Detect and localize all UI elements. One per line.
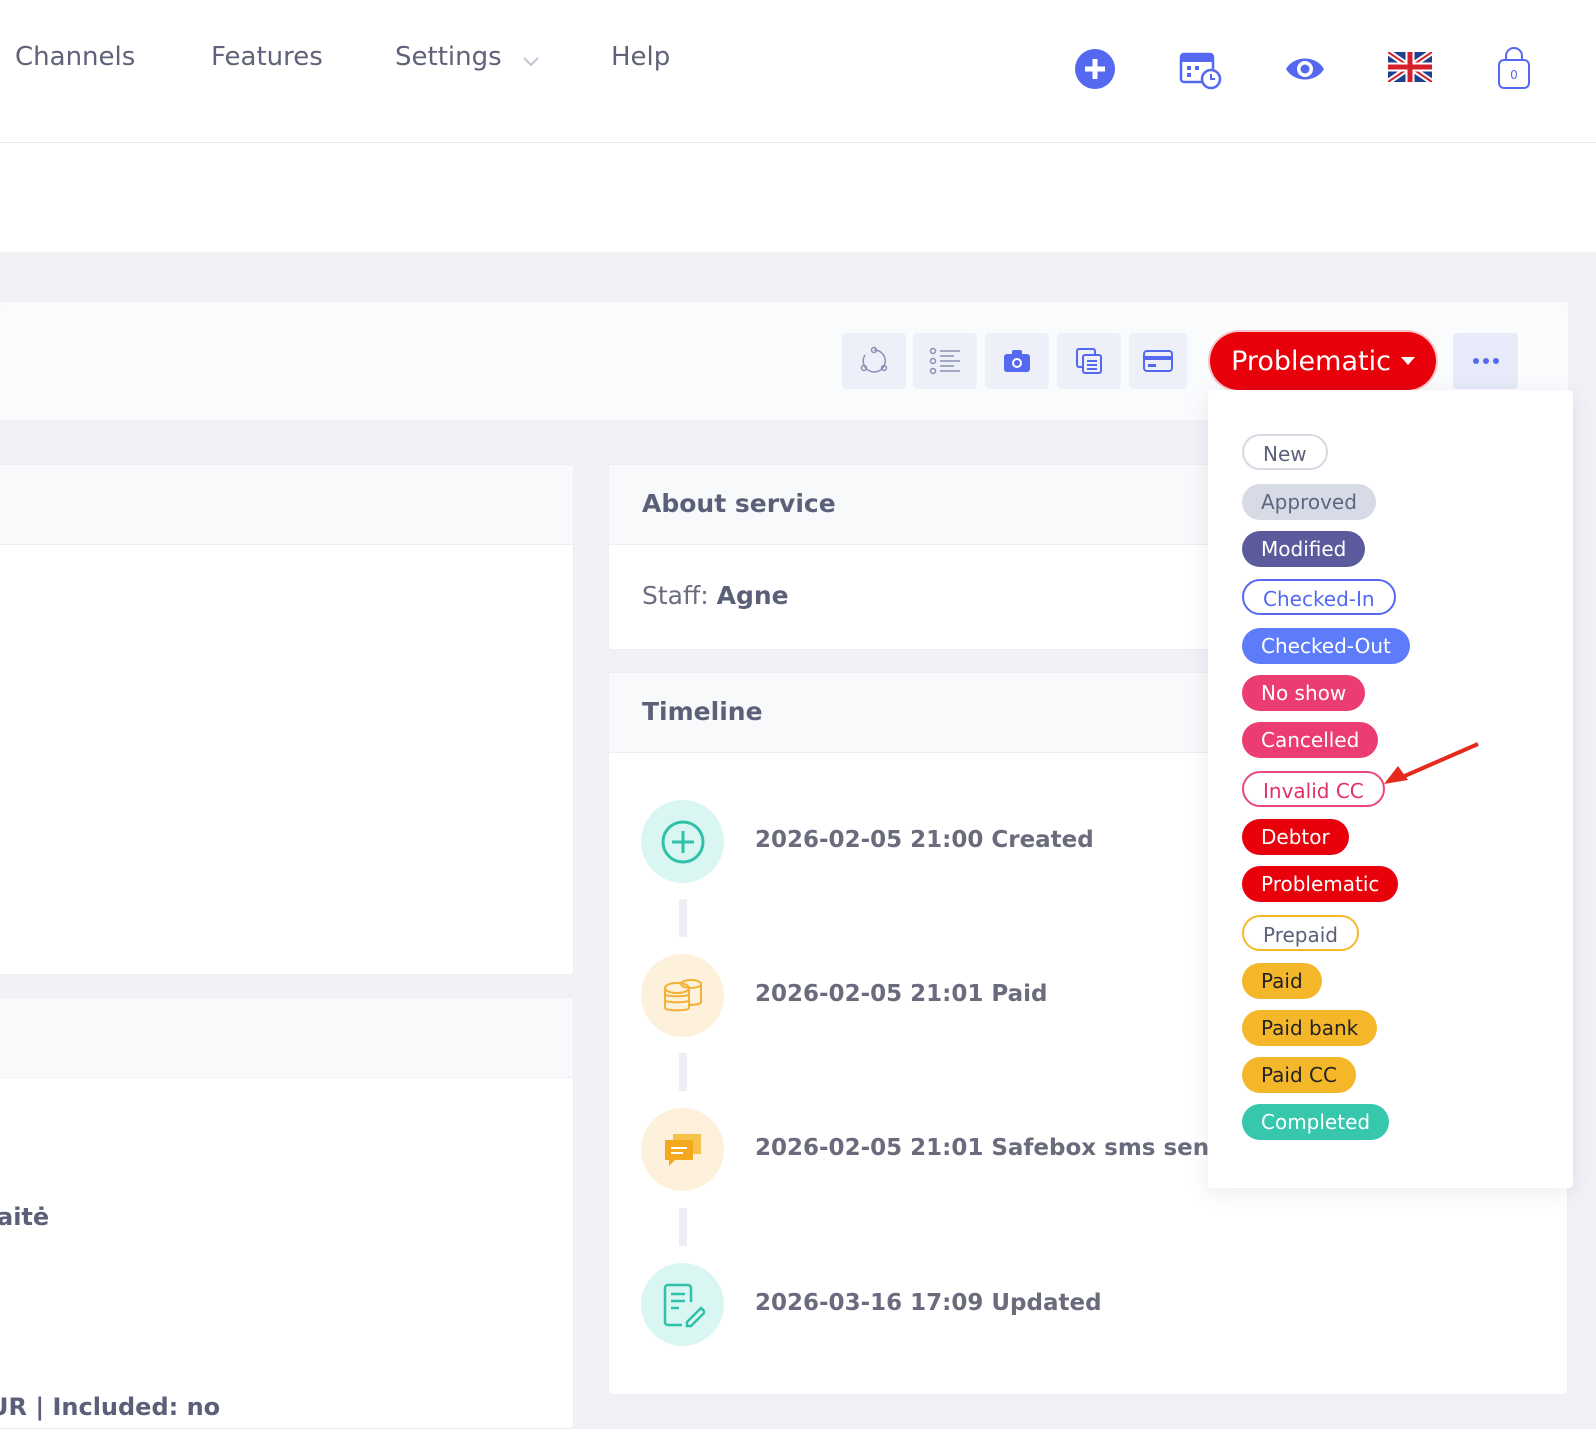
timeline-event: 2026-02-05 21:01 Paid (755, 981, 1048, 1007)
add-button[interactable] (1074, 48, 1116, 90)
status-option[interactable]: Cancelled (1242, 722, 1379, 758)
left-card: aitė UR | Included: no (0, 997, 574, 1429)
top-nav: Channels Features Settings Help 0 (0, 0, 1596, 143)
timeline-icon (641, 1263, 724, 1346)
status-option[interactable]: Debtor (1242, 819, 1349, 855)
text-fragment: UR | Included: no (0, 1393, 221, 1421)
subheader (0, 143, 1596, 252)
timeline-connector (679, 899, 687, 937)
nav-link[interactable]: Features (211, 42, 323, 72)
status-option[interactable]: Paid (1242, 963, 1322, 999)
nav-link[interactable]: Help (611, 42, 671, 72)
cart-count: 0 (1510, 68, 1518, 82)
timeline-event: 2026-02-05 21:01 Safebox sms sent (755, 1135, 1221, 1161)
calendar-button[interactable] (1178, 48, 1224, 90)
preview-button[interactable] (1284, 52, 1326, 86)
card-title: About service (642, 489, 836, 518)
language-flag[interactable] (1388, 52, 1432, 82)
status-option[interactable]: Checked-Out (1242, 628, 1410, 664)
timeline-icon (641, 800, 724, 883)
status-menu: New Approved Modified Checked-In Checked… (1208, 390, 1573, 1188)
status-option[interactable]: No show (1242, 675, 1366, 711)
status-option[interactable]: Checked-In (1242, 579, 1396, 615)
nav-link[interactable]: Channels (15, 42, 136, 72)
status-option[interactable]: Approved (1242, 484, 1376, 520)
card-title: Timeline (642, 697, 763, 726)
toolbar-button[interactable] (1129, 333, 1187, 389)
timeline-icon (641, 1108, 724, 1191)
cart-button[interactable]: 0 (1496, 46, 1532, 90)
toolbar-button[interactable] (985, 333, 1049, 389)
left-card (0, 464, 574, 975)
staff-name: Agne (716, 581, 789, 610)
timeline-connector (679, 1053, 687, 1091)
status-option[interactable]: Modified (1242, 531, 1366, 567)
caret (1400, 357, 1415, 365)
timeline-event: 2026-03-16 17:09 Updated (755, 1290, 1102, 1316)
text-fragment: aitė (0, 1203, 50, 1231)
timeline-connector (679, 1208, 687, 1246)
status-option[interactable]: Completed (1242, 1104, 1390, 1140)
chevron (523, 57, 539, 67)
staff-label: Staff: (642, 581, 709, 610)
timeline-icon (641, 954, 724, 1037)
more-button[interactable] (1453, 333, 1518, 389)
timeline-event: 2026-02-05 21:00 Created (755, 827, 1094, 853)
status-option[interactable]: Paid bank (1242, 1010, 1378, 1046)
status-label: Problematic (1231, 345, 1391, 377)
status-option[interactable]: Prepaid (1242, 915, 1359, 951)
toolbar-button[interactable] (1057, 333, 1121, 389)
status-option[interactable]: New (1242, 434, 1328, 470)
status-option[interactable]: Paid CC (1242, 1057, 1356, 1093)
status-dropdown[interactable]: Problematic (1210, 332, 1436, 390)
annotation-arrow (1384, 742, 1479, 784)
toolbar-button[interactable] (842, 333, 906, 389)
nav-link[interactable]: Settings (395, 42, 502, 72)
status-option[interactable]: Problematic (1242, 866, 1399, 902)
status-option[interactable]: Invalid CC (1242, 771, 1385, 807)
toolbar-button[interactable] (913, 333, 977, 389)
